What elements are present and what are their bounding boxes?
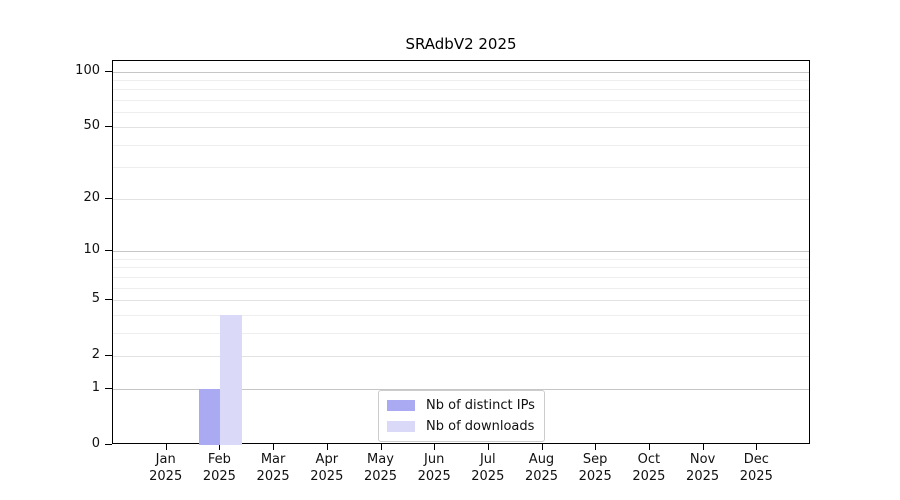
legend-entry-downloads: Nb of downloads (387, 419, 535, 434)
x-label-month: Feb (207, 452, 231, 467)
x-label-month: Nov (689, 452, 716, 467)
x-tick-label: Apr 2025 (295, 452, 359, 485)
y-tick-mark (105, 387, 112, 389)
x-label-year: 2025 (417, 468, 451, 484)
x-label-year: 2025 (149, 468, 183, 484)
minor-gridline (113, 314, 809, 316)
y-tick-label: 0 (91, 436, 100, 451)
x-tick-label: Dec 2025 (724, 452, 788, 485)
x-label-year: 2025 (363, 468, 398, 484)
x-tick-mark (273, 444, 275, 450)
y-tick-label: 10 (83, 241, 100, 257)
x-label-year: 2025 (256, 468, 290, 484)
x-tick-mark (326, 444, 328, 450)
y-tick-mark (105, 197, 112, 199)
gridline (113, 126, 809, 128)
minor-gridline (113, 144, 809, 146)
minor-gridline (113, 267, 809, 269)
y-tick-label: 2 (91, 347, 100, 363)
gridline (113, 300, 809, 301)
gridline (113, 356, 809, 358)
x-label-month: Jan (155, 452, 176, 467)
y-tick-label: 1 (91, 379, 100, 395)
x-tick-label: Sep 2025 (563, 452, 627, 485)
x-tick-mark (380, 444, 382, 450)
x-tick-mark (648, 444, 650, 450)
y-tick-label: 50 (83, 117, 100, 133)
x-tick-label: Jul 2025 (456, 452, 520, 485)
x-tick-mark (756, 444, 758, 450)
x-label-month: Sep (582, 452, 608, 467)
y-tick-mark (105, 299, 112, 300)
legend-label-downloads: Nb of downloads (426, 419, 535, 434)
gridline (113, 71, 809, 73)
x-tick-mark (487, 444, 489, 450)
legend-swatch-distinct-ips (387, 400, 415, 411)
x-tick-label: Oct 2025 (617, 452, 681, 485)
legend-swatch-downloads (387, 421, 415, 432)
plot-area (112, 60, 810, 445)
minor-gridline (113, 287, 809, 289)
y-tick-mark (105, 444, 112, 445)
x-label-month: Dec (743, 452, 769, 467)
x-tick-label: Aug 2025 (510, 452, 574, 485)
x-label-year: 2025 (686, 468, 720, 484)
y-tick-label: 20 (83, 189, 100, 205)
minor-gridline (113, 258, 809, 260)
x-label-month: Aug (528, 452, 555, 467)
x-label-month: Jul (479, 452, 496, 467)
x-label-year: 2025 (739, 468, 773, 484)
x-tick-mark (702, 444, 704, 450)
x-tick-mark (595, 444, 597, 450)
y-tick-label: 100 (75, 62, 100, 78)
minor-gridline (113, 332, 809, 334)
x-label-month: Mar (260, 452, 286, 467)
x-tick-label: Jan 2025 (134, 452, 198, 485)
minor-gridline (113, 112, 809, 114)
x-label-year: 2025 (202, 468, 236, 484)
x-label-year: 2025 (632, 468, 666, 484)
x-label-month: Oct (637, 452, 661, 467)
x-tick-mark (219, 444, 221, 450)
y-tick-mark (105, 355, 112, 357)
y-tick-mark (105, 125, 112, 127)
x-label-year: 2025 (310, 468, 344, 484)
minor-gridline (113, 89, 809, 91)
y-tick-label: 5 (91, 291, 100, 306)
x-tick-label: Feb 2025 (187, 452, 251, 485)
legend-label-distinct-ips: Nb of distinct IPs (426, 398, 535, 413)
chart-title: SRAdbV2 2025 (405, 35, 517, 53)
x-label-month: Jun (424, 452, 445, 467)
x-tick-label: Mar 2025 (241, 452, 305, 485)
x-label-year: 2025 (524, 468, 559, 484)
x-label-year: 2025 (471, 468, 505, 484)
legend: Nb of distinct IPs Nb of downloads (378, 390, 545, 442)
minor-gridline (113, 167, 809, 169)
legend-entry-distinct-ips: Nb of distinct IPs (387, 398, 535, 413)
bar-distinct-ips (198, 388, 221, 445)
x-tick-label: Nov 2025 (671, 452, 735, 485)
x-tick-label: Jun 2025 (402, 452, 466, 485)
minor-gridline (113, 79, 809, 81)
x-label-month: May (367, 452, 394, 467)
x-label-month: Apr (315, 452, 339, 467)
x-tick-mark (541, 444, 543, 450)
gridline (113, 388, 809, 390)
x-tick-label: May 2025 (349, 452, 413, 485)
bar-downloads (220, 314, 242, 445)
x-tick-mark (165, 444, 167, 450)
y-tick-mark (105, 70, 112, 72)
y-tick-mark (105, 249, 112, 251)
gridline (113, 198, 809, 200)
minor-gridline (113, 100, 809, 101)
minor-gridline (113, 276, 809, 278)
gridline (113, 250, 809, 252)
x-tick-mark (434, 444, 436, 450)
x-label-year: 2025 (578, 468, 612, 484)
